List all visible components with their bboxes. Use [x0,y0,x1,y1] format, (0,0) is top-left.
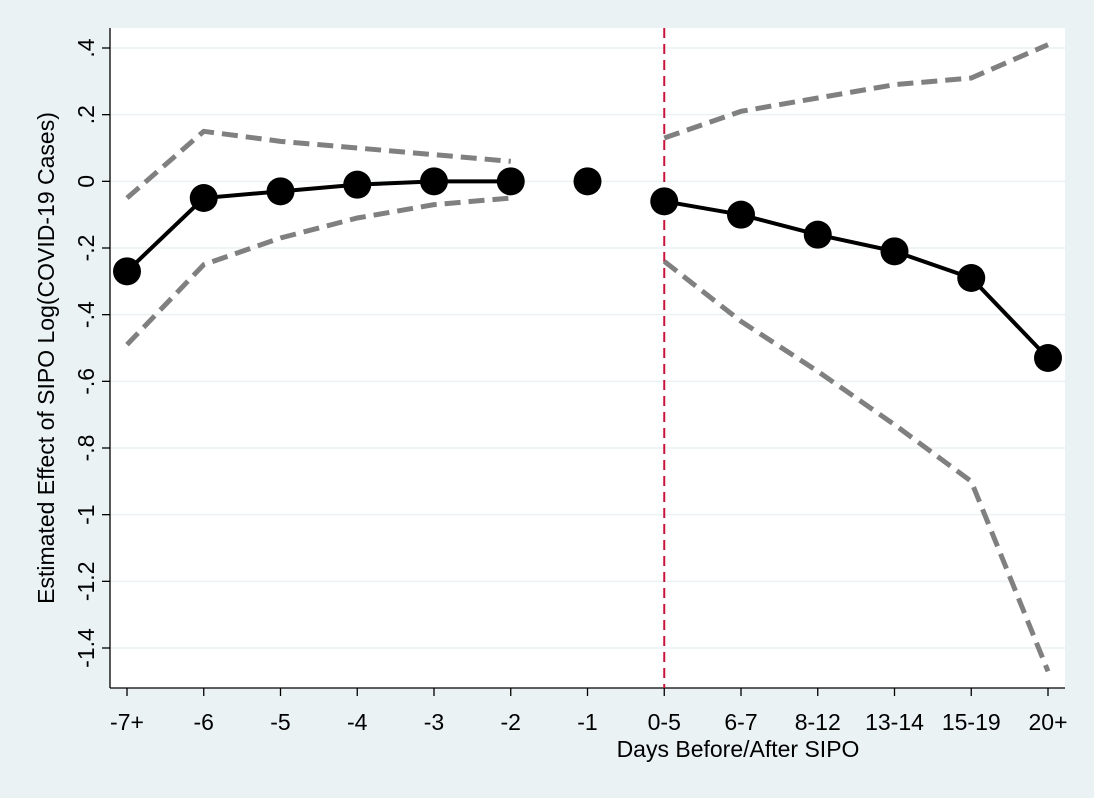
x-tick-label: -4 [347,709,368,735]
y-tick-label: -.8 [73,435,99,462]
point [496,167,525,196]
ci-line [663,42,1049,141]
plot-area [110,28,1065,688]
x-tick-label: 0-5 [648,709,681,735]
x-tick-label: -3 [424,709,444,735]
x-tick-label: 6-7 [724,709,757,735]
point [880,237,909,266]
y-tick-label: -.2 [73,235,99,262]
point [266,177,295,206]
y-axis-label: Estimated Effect of SIPO Log(COVID-19 Ca… [33,112,59,604]
x-tick-label: 20+ [1028,709,1067,735]
y-tick-label: -1 [73,504,99,524]
point [650,187,679,216]
point [113,257,141,286]
point [803,220,832,249]
point [420,167,448,196]
point [573,167,602,196]
ci-line [662,259,1051,673]
point [1034,344,1062,372]
x-tick-label: 15-19 [942,709,1001,735]
x-tick-label: -7+ [110,709,144,735]
x-tick-label: -1 [577,709,597,735]
x-axis-label: Days Before/After SIPO [617,736,860,762]
y-tick-label: .2 [73,105,99,124]
ci-line [125,128,511,200]
y-tick-label: -1.2 [73,562,99,602]
point [189,184,218,212]
ci-line [125,195,511,347]
y-tick-label: .4 [73,38,99,57]
x-tick-label: 13-14 [865,709,924,735]
point [343,170,372,199]
y-tick-label: -.6 [73,368,99,395]
x-tick-label: -5 [270,709,290,735]
x-tick-label: -2 [501,709,521,735]
y-tick-label: -1.4 [73,628,99,668]
point [957,264,986,292]
y-tick-label: 0 [73,175,99,188]
x-tick-label: 8-12 [795,709,841,735]
x-tick-label: -6 [194,709,214,735]
point [727,200,755,229]
y-tick-label: -.4 [73,301,99,328]
